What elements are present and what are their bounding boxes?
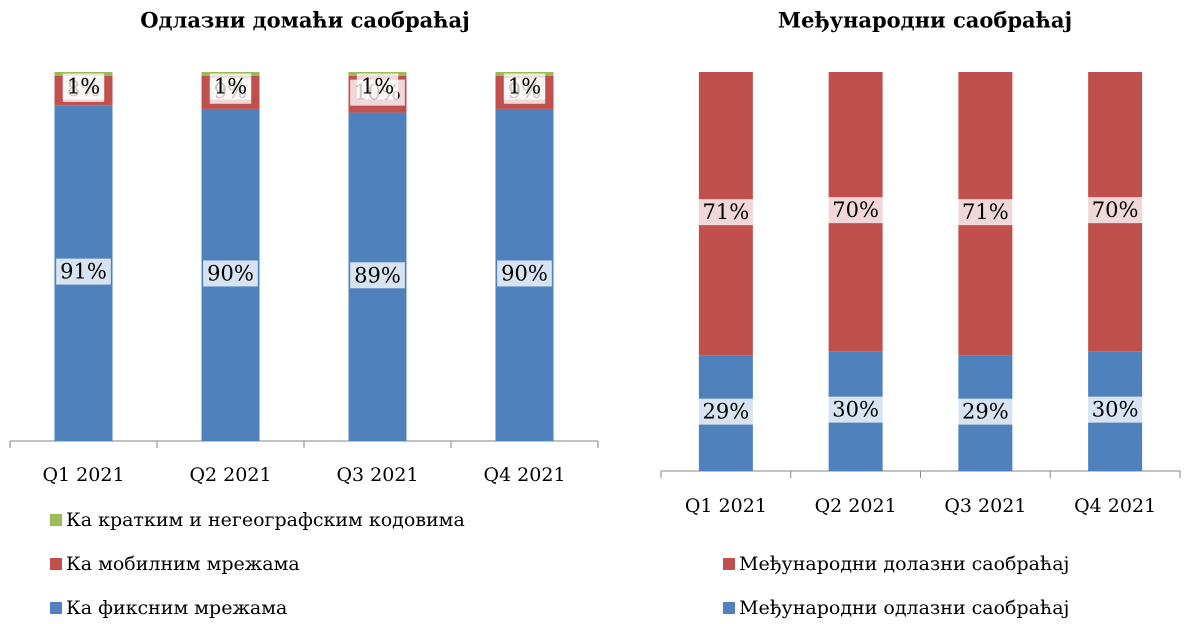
legend-swatch (723, 602, 735, 614)
legend-swatch (50, 602, 62, 614)
x-tick-label: Q2 2021 (189, 464, 271, 486)
data-label: 1% (214, 75, 247, 99)
label-bg (350, 262, 405, 289)
label-bg (958, 199, 1013, 226)
label-bg (56, 258, 111, 285)
data-label: 70% (1092, 198, 1139, 222)
data-label: 90% (207, 261, 254, 285)
x-tick-label: Q1 2021 (42, 464, 124, 486)
data-label: 30% (832, 398, 879, 422)
label-bg (828, 396, 883, 423)
legend-label: Ка мобилним мрежама (66, 553, 300, 575)
data-label: 1% (361, 75, 394, 99)
x-tick-label: Q2 2021 (815, 495, 897, 517)
legend-swatch (723, 558, 735, 570)
label-bg (497, 260, 552, 287)
data-label: 1% (67, 75, 100, 99)
label-bg (356, 73, 399, 100)
x-tick-label: Q4 2021 (483, 464, 565, 486)
legend-swatch (50, 558, 62, 570)
label-bg (209, 73, 252, 100)
legend-label: Ка кратким и негеографским кодовима (66, 509, 465, 531)
data-label: 71% (962, 200, 1009, 224)
label-bg (828, 197, 883, 224)
label-bg (1087, 396, 1143, 423)
chart-title: Одлазни домаћи саобраћај (140, 8, 470, 33)
data-label: 30% (1092, 398, 1139, 422)
label-bg (698, 199, 754, 226)
data-label: 1% (508, 75, 541, 99)
data-label: 71% (703, 200, 750, 224)
legend-label: Међународни долазни саобраћај (739, 553, 1069, 575)
x-tick-label: Q4 2021 (1074, 495, 1156, 517)
x-tick-label: Q3 2021 (336, 464, 418, 486)
label-bg (1087, 197, 1143, 224)
data-label: 29% (703, 400, 750, 424)
legend-label: Међународни одлазни саобраћај (739, 597, 1069, 619)
label-bg (958, 398, 1013, 425)
x-tick-label: Q3 2021 (944, 495, 1026, 517)
data-label: 89% (354, 263, 401, 287)
label-bg (503, 73, 546, 100)
label-bg (62, 73, 105, 100)
label-bg (698, 398, 754, 425)
data-label: 91% (60, 260, 107, 284)
data-label: 90% (501, 261, 548, 285)
legend-swatch (50, 514, 62, 526)
x-tick-label: Q1 2021 (685, 495, 767, 517)
legend-label: Ка фиксним мрежама (66, 597, 287, 619)
data-label: 29% (962, 400, 1009, 424)
label-bg (203, 260, 258, 287)
data-label: 70% (832, 198, 879, 222)
chart-title: Међународни саобраћај (778, 8, 1072, 33)
